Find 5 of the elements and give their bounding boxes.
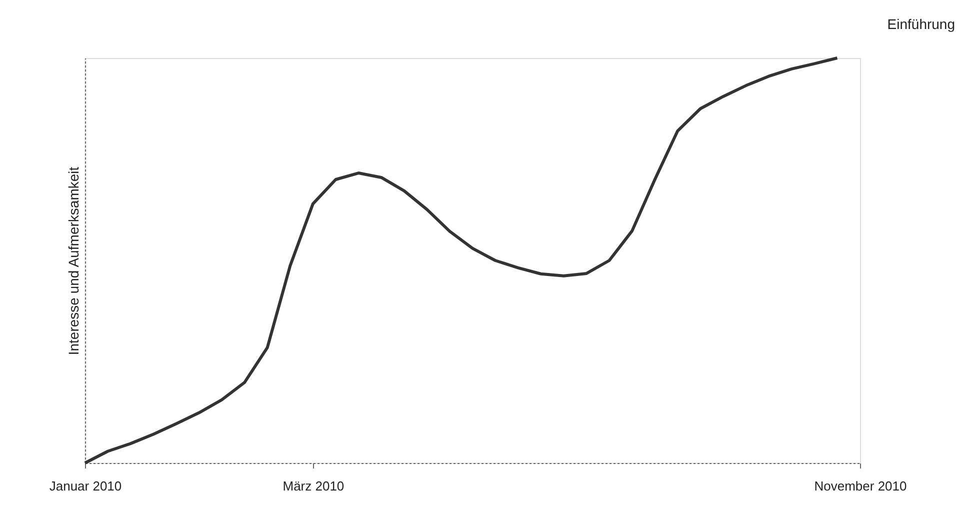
x-tick-label: März 2010 xyxy=(282,478,344,494)
x-tick-label: Januar 2010 xyxy=(49,478,122,494)
text: Einführung xyxy=(887,16,955,32)
y-axis-title: Interesse und Aufmerksamkeit xyxy=(66,166,82,356)
x-tick-label: November 2010 xyxy=(814,478,907,494)
